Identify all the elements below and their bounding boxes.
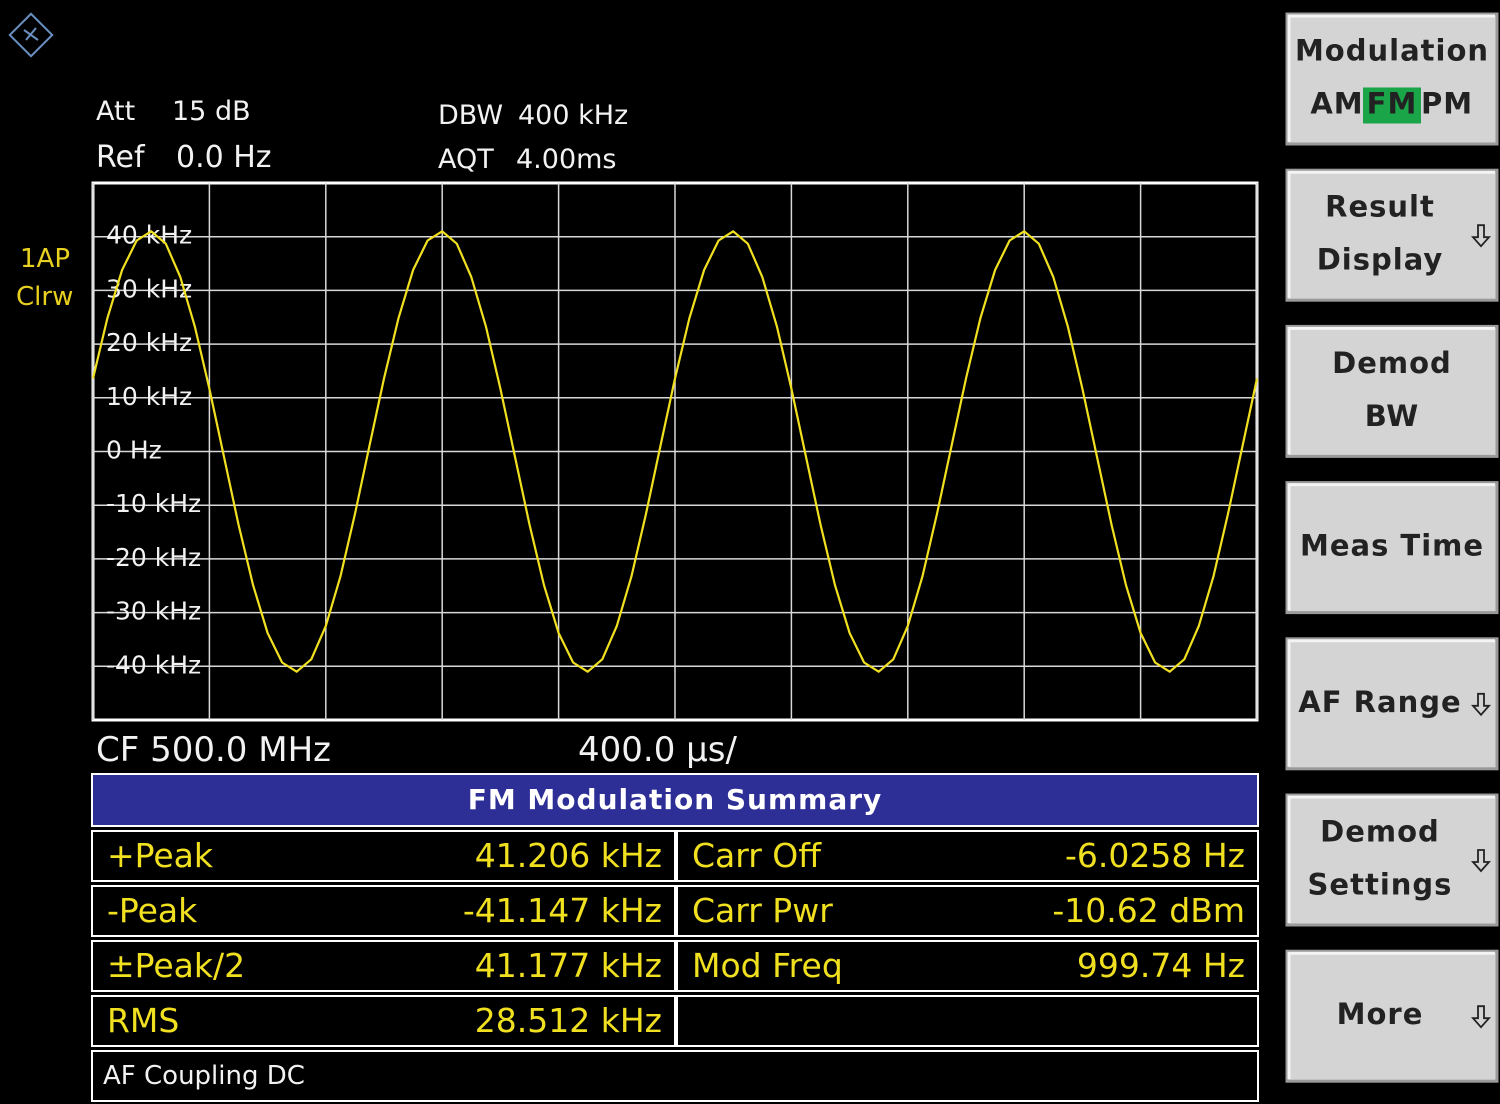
att-value: 15 dB xyxy=(172,96,251,127)
softkey[interactable]: Demod Settings xyxy=(1285,793,1499,927)
row-value: 41.177 kHz xyxy=(474,946,662,985)
softkey-label: Result xyxy=(1325,190,1435,224)
logo xyxy=(8,12,54,58)
y-tick-label: 0 Hz xyxy=(106,436,162,465)
row-value: -10.62 dBm xyxy=(1052,891,1245,930)
y-tick-label: -20 kHz xyxy=(106,543,201,572)
sweep-time: 400.0 µs/ xyxy=(578,730,737,770)
softkey-face[interactable] xyxy=(1285,949,1499,1083)
ref-value: 0.0 Hz xyxy=(176,140,272,175)
row-label: -Peak xyxy=(107,891,198,930)
softkey[interactable]: Demod BW xyxy=(1285,324,1499,458)
softkey-option[interactable]: AM xyxy=(1310,87,1363,121)
aqt-value: 4.00ms xyxy=(516,144,617,175)
row-label: Mod Freq xyxy=(692,946,843,985)
softkey-label: Demod xyxy=(1320,815,1440,849)
aqt-label: AQT xyxy=(438,144,494,175)
softkey-label: AF Range xyxy=(1298,685,1461,719)
softkey[interactable]: AF Range xyxy=(1285,637,1499,771)
table-cell: Carr Off -6.0258 Hz xyxy=(676,830,1259,882)
row-value: 999.74 Hz xyxy=(1076,946,1245,985)
trace-label: 1AP xyxy=(20,244,71,274)
table-cell: Carr Pwr -10.62 dBm xyxy=(676,885,1259,937)
table-cell: Mod Freq 999.74 Hz xyxy=(676,940,1259,992)
softkey[interactable]: Meas Time xyxy=(1285,481,1499,615)
trace-mode: Clrw xyxy=(16,282,74,312)
table-cell: RMS 28.512 kHz xyxy=(91,995,676,1047)
softkey[interactable]: Modulation AM FM PM xyxy=(1285,12,1499,146)
row-value: 41.206 kHz xyxy=(474,836,662,875)
softkey-bevel xyxy=(1287,951,1495,1080)
softkey-face[interactable] xyxy=(1285,637,1499,771)
summary-table: FM Modulation Summary AF Coupling DC +Pe… xyxy=(91,773,1259,1103)
softkey-bevel xyxy=(1287,639,1495,767)
softkey-bevel xyxy=(1287,14,1495,142)
center-frequency: CF 500.0 MHz xyxy=(96,730,331,770)
att-label: Att xyxy=(96,96,136,127)
row-value: -6.0258 Hz xyxy=(1064,836,1245,875)
row-label: RMS xyxy=(107,1001,180,1040)
table-cell xyxy=(676,995,1259,1047)
softkey-option[interactable]: FM xyxy=(1367,87,1418,121)
softkey-label: Demod xyxy=(1332,346,1452,380)
row-label: ±Peak/2 xyxy=(107,946,246,985)
row-value: 28.512 kHz xyxy=(474,1001,662,1040)
y-tick-label: 10 kHz xyxy=(106,382,192,411)
dbw-value: 400 kHz xyxy=(518,100,629,131)
softkey-label: BW xyxy=(1365,399,1420,433)
y-tick-label: -30 kHz xyxy=(106,597,201,626)
row-value: -41.147 kHz xyxy=(462,891,662,930)
softkey-option[interactable]: PM xyxy=(1421,87,1473,121)
y-tick-label: -10 kHz xyxy=(106,489,201,518)
softkey-bevel xyxy=(1287,326,1495,455)
option-highlight xyxy=(1363,87,1421,124)
ref-label: Ref xyxy=(96,140,145,175)
y-tick-label: -40 kHz xyxy=(106,650,201,679)
submenu-arrow xyxy=(1470,692,1492,717)
softkey-bevel xyxy=(1287,795,1495,923)
table-note: AF Coupling DC xyxy=(91,1050,1259,1102)
submenu-arrow xyxy=(1470,849,1492,873)
table-cell: ±Peak/2 41.177 kHz xyxy=(91,940,676,992)
softkey-bevel xyxy=(1287,483,1495,611)
y-tick-label: 20 kHz xyxy=(106,328,192,357)
softkey-panel: Modulation AM FM PM Result Display Demod BW Meas… xyxy=(1285,12,1499,1083)
softkey-bevel xyxy=(1287,170,1495,299)
softkey-face[interactable] xyxy=(1285,168,1499,302)
softkey-label: Settings xyxy=(1308,868,1453,902)
softkey-label: Modulation xyxy=(1295,34,1489,68)
softkey[interactable]: Result Display xyxy=(1285,168,1499,302)
row-label: +Peak xyxy=(107,836,214,875)
softkey-face[interactable] xyxy=(1285,793,1499,927)
softkey-label: Display xyxy=(1317,243,1444,277)
softkey-label: More xyxy=(1337,997,1424,1031)
y-tick-label: 40 kHz xyxy=(106,221,192,250)
table-cell: +Peak 41.206 kHz xyxy=(91,830,676,882)
submenu-arrow xyxy=(1470,1005,1492,1029)
softkey-label: Meas Time xyxy=(1300,529,1484,563)
softkey-face[interactable] xyxy=(1285,324,1499,458)
row-label: Carr Off xyxy=(692,836,822,875)
submenu-arrow xyxy=(1470,224,1492,248)
table-cell: -Peak -41.147 kHz xyxy=(91,885,676,937)
softkey[interactable]: More xyxy=(1285,949,1499,1083)
row-label: Carr Pwr xyxy=(692,891,833,930)
table-title: FM Modulation Summary xyxy=(91,773,1259,827)
softkey-face[interactable] xyxy=(1285,481,1499,615)
trace-line xyxy=(91,230,1259,673)
dbw-label: DBW xyxy=(438,100,504,131)
